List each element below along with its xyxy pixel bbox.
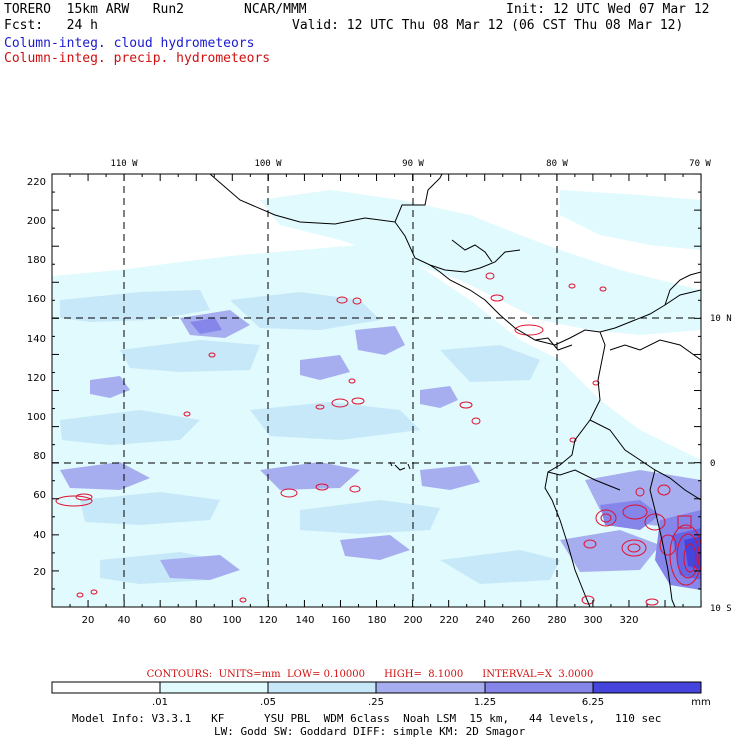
x-tick-label: 120 xyxy=(258,615,277,626)
colorbar-label: .05 xyxy=(260,697,276,708)
colorbar-swatch xyxy=(485,682,593,693)
x-tick-label: 300 xyxy=(583,615,602,626)
field-cloud-label: Column-integ. cloud hydrometeors xyxy=(4,36,255,51)
top-lon-labels: 110 W 100 W 90 W 80 W 70 W xyxy=(110,159,711,169)
y-tick-label: 180 xyxy=(27,255,46,266)
x-tick-label: 220 xyxy=(439,615,458,626)
lat-lon-grid xyxy=(52,174,701,607)
forecast-hour: Fcst: 24 h xyxy=(4,18,98,33)
colorbar-swatch xyxy=(268,682,376,693)
x-tick-label: 280 xyxy=(547,615,566,626)
valid-time: Valid: 12 UTC Thu 08 Mar 12 (06 CST Thu … xyxy=(292,18,684,33)
lon-label: 70 W xyxy=(689,159,711,169)
colorbar-swatch xyxy=(593,682,701,693)
y-tick-label: 200 xyxy=(27,216,46,227)
field-precip-label: Column-integ. precip. hydrometeors xyxy=(4,51,271,66)
lat-label: 10 N xyxy=(710,314,732,324)
precip-contours xyxy=(55,272,701,606)
lat-label: 10 S xyxy=(710,604,732,614)
y-tick-label: 120 xyxy=(27,373,46,384)
lat-label: 0 xyxy=(710,459,715,469)
physics-info: LW: Godd SW: Goddard DIFF: simple KM: 2D… xyxy=(214,725,526,738)
colorbar-label: .25 xyxy=(368,697,384,708)
cloud-field xyxy=(52,174,701,607)
model-info: Model Info: V3.3.1 KF YSU PBL WDM 6class… xyxy=(72,712,662,725)
x-tick-label: 180 xyxy=(367,615,386,626)
colorbar xyxy=(51,681,702,694)
y-tick-label: 20 xyxy=(33,567,46,578)
colorbar-label: 6.25 xyxy=(581,697,605,708)
init-time: Init: 12 UTC Wed 07 Mar 12 xyxy=(506,2,710,17)
colorbar-swatch xyxy=(376,682,485,693)
bottom-tick-labels: 20 40 60 80 100 120 140 160 180 200 220 … xyxy=(82,615,639,626)
lon-label: 80 W xyxy=(546,159,568,169)
lon-label: 110 W xyxy=(110,159,138,169)
y-tick-label: 220 xyxy=(27,177,46,188)
org-label: NCAR/MMM xyxy=(244,2,307,17)
x-tick-label: 240 xyxy=(475,615,494,626)
axis-ticks xyxy=(51,173,702,608)
lon-label: 100 W xyxy=(254,159,282,169)
y-tick-label: 140 xyxy=(27,334,46,345)
model-title: TORERO 15km ARW Run2 xyxy=(4,2,185,17)
x-tick-label: 320 xyxy=(619,615,638,626)
colorbar-swatch xyxy=(160,682,268,693)
x-tick-label: 140 xyxy=(295,615,314,626)
coastlines xyxy=(209,174,701,607)
x-tick-label: 20 xyxy=(82,615,95,626)
x-tick-label: 80 xyxy=(190,615,203,626)
left-tick-labels: 20 40 60 80 100 120 140 160 180 200 220 xyxy=(27,177,46,578)
x-tick-label: 160 xyxy=(331,615,350,626)
y-tick-label: 80 xyxy=(33,451,46,462)
x-tick-label: 260 xyxy=(511,615,530,626)
lon-label: 90 W xyxy=(402,159,424,169)
x-tick-label: 100 xyxy=(222,615,241,626)
right-lat-labels: 10 N 0 10 S xyxy=(710,314,732,614)
contour-info: CONTOURS: UNITS=mm LOW= 0.10000 HIGH= 8.… xyxy=(146,669,594,680)
y-tick-label: 100 xyxy=(27,412,46,423)
colorbar-label: 1.25 xyxy=(473,697,497,708)
colorbar-unit: mm xyxy=(691,697,711,708)
colorbar-swatch xyxy=(52,682,160,693)
x-tick-label: 40 xyxy=(118,615,131,626)
x-tick-label: 60 xyxy=(154,615,167,626)
y-tick-label: 60 xyxy=(33,490,46,501)
y-tick-label: 40 xyxy=(33,530,46,541)
y-tick-label: 160 xyxy=(27,294,46,305)
colorbar-label: .01 xyxy=(152,697,168,708)
x-tick-label: 200 xyxy=(403,615,422,626)
